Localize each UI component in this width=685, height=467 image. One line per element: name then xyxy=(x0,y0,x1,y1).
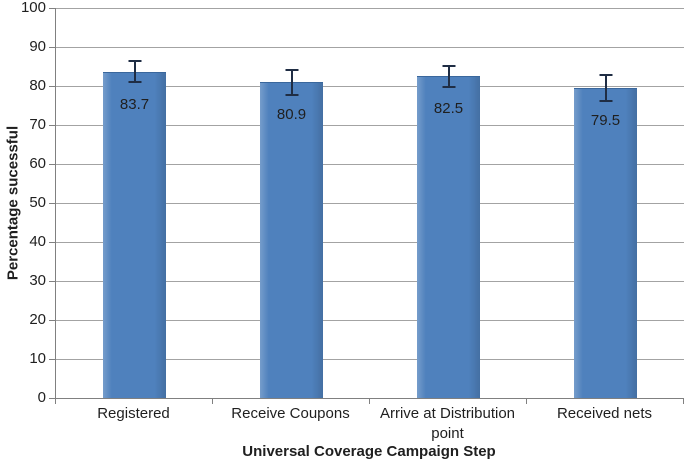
x-axis-tick xyxy=(525,398,527,404)
y-gridline xyxy=(56,202,684,204)
bar xyxy=(574,87,637,398)
y-gridline xyxy=(56,124,684,126)
error-bar-cap-top xyxy=(599,74,612,77)
y-gridline xyxy=(56,319,684,321)
x-axis-category-label: Registered xyxy=(97,405,170,422)
error-bar-line xyxy=(604,74,607,102)
x-axis-title: Universal Coverage Campaign Step xyxy=(242,443,496,460)
y-gridline xyxy=(56,280,684,282)
error-bar-cap-bottom xyxy=(442,85,455,88)
x-axis-tick xyxy=(368,398,370,404)
error-bar-cap-top xyxy=(442,64,455,67)
error-bar-cap-top xyxy=(128,60,141,63)
x-axis-category-label: Arrive at Distribution point xyxy=(379,405,516,442)
y-axis-tick xyxy=(49,85,55,87)
y-gridline xyxy=(56,358,684,360)
plot-area: 83.7 80.9 82.5 79.5 xyxy=(55,7,684,399)
y-axis-tick xyxy=(49,202,55,204)
error-bar-cap-bottom xyxy=(128,80,141,83)
error-bar-line xyxy=(447,64,450,88)
x-axis-category-label: Received nets xyxy=(556,405,653,422)
bar xyxy=(260,82,323,398)
y-axis-tick-label: 10 xyxy=(29,350,46,367)
y-axis-tick xyxy=(49,319,55,321)
y-axis-tick xyxy=(49,397,55,399)
y-gridline xyxy=(56,46,684,48)
bar xyxy=(103,71,166,398)
bar xyxy=(417,76,480,398)
y-axis-tick-label: 20 xyxy=(29,311,46,328)
y-axis-tick-label: 60 xyxy=(29,155,46,172)
y-axis-tick xyxy=(49,163,55,165)
error-bar xyxy=(599,74,613,102)
y-axis-tick-label: 80 xyxy=(29,77,46,94)
error-bar xyxy=(442,64,456,88)
y-gridline xyxy=(56,163,684,165)
y-axis-tick-label: 0 xyxy=(37,389,46,406)
error-bar xyxy=(128,60,142,83)
error-bar-line xyxy=(133,60,136,83)
y-axis-tick-label: 40 xyxy=(29,233,46,250)
y-axis-tick-label: 70 xyxy=(29,116,46,133)
y-axis-tick xyxy=(49,241,55,243)
bar-data-label: 83.7 xyxy=(119,95,150,113)
x-axis-tick xyxy=(54,398,56,404)
y-axis-tick-label: 100 xyxy=(20,0,46,16)
error-bar-line xyxy=(290,69,293,96)
y-axis-tick xyxy=(49,46,55,48)
x-axis-tick xyxy=(211,398,213,404)
x-axis-category-label: Receive Coupons xyxy=(231,405,350,422)
bar-data-label: 79.5 xyxy=(590,111,621,129)
y-gridline xyxy=(56,7,684,9)
bar-data-label: 80.9 xyxy=(276,106,307,124)
y-axis-tick xyxy=(49,358,55,360)
y-axis-tick xyxy=(49,280,55,282)
error-bar-cap-bottom xyxy=(599,99,612,102)
error-bar-cap-top xyxy=(285,69,298,72)
error-bar-cap-bottom xyxy=(285,93,298,96)
error-bar xyxy=(285,69,299,96)
y-axis-tick xyxy=(49,7,55,9)
y-axis-tick-label: 50 xyxy=(29,194,46,211)
y-axis-tick-label: 30 xyxy=(29,272,46,289)
y-gridline xyxy=(56,241,684,243)
x-axis-tick xyxy=(682,398,684,404)
y-gridline xyxy=(56,85,684,87)
y-axis-tick xyxy=(49,124,55,126)
bar-data-label: 82.5 xyxy=(433,100,464,118)
y-axis-tick-label: 90 xyxy=(29,38,46,55)
